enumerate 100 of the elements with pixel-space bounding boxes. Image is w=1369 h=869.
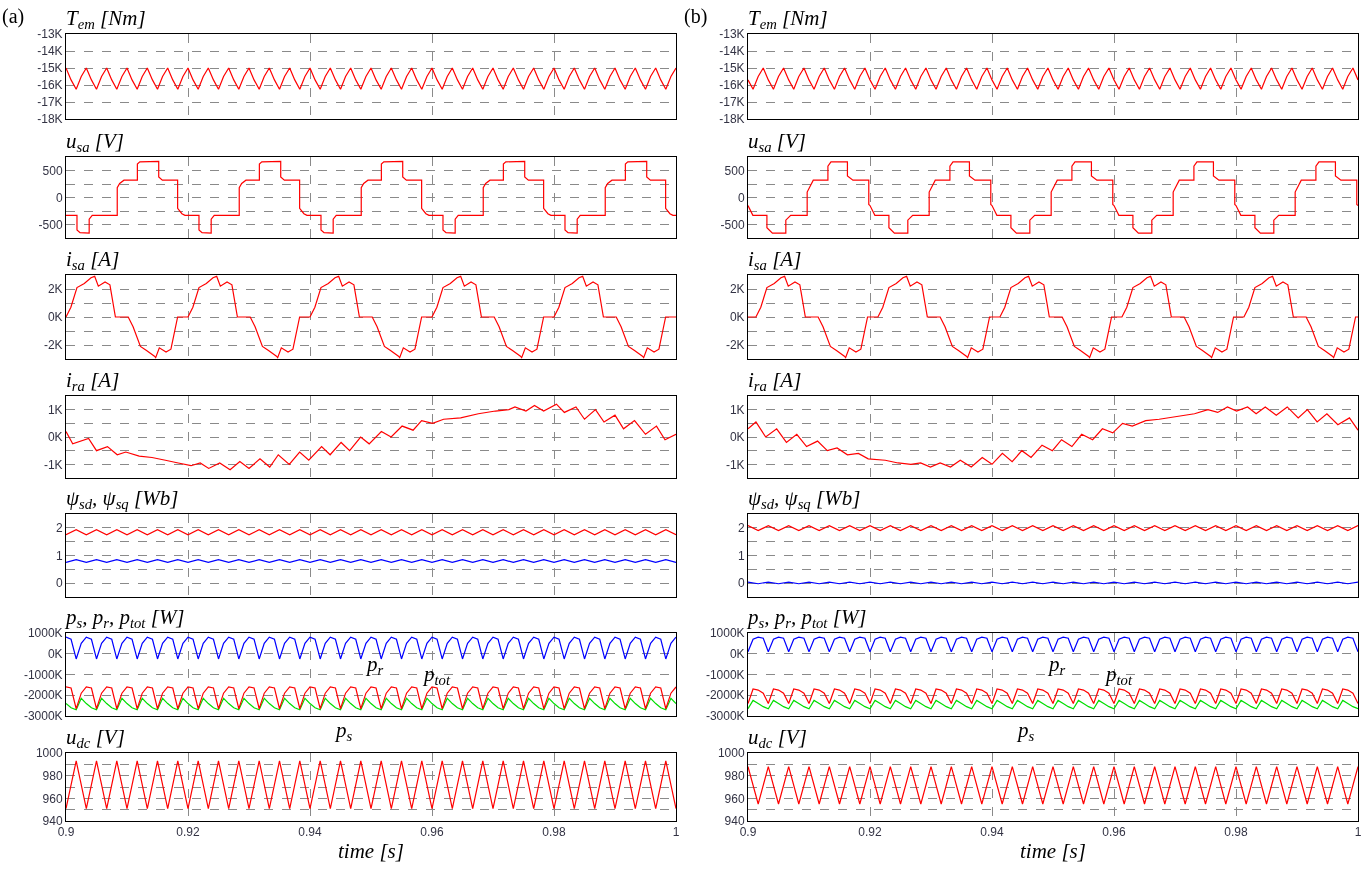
y-tick-label: 0 bbox=[737, 576, 745, 591]
chart-title: u$_{sa}$ [V] bbox=[748, 129, 806, 156]
chart-title: u$_{dc}$ [V] bbox=[748, 725, 807, 752]
y-tick-label: 980 bbox=[42, 768, 63, 783]
y-tick-label: 500 bbox=[42, 163, 63, 178]
text: p$_{s}$ bbox=[334, 718, 353, 745]
y-tick-label: 0K bbox=[47, 646, 63, 661]
line-series bbox=[66, 275, 676, 359]
text: p$_{s}$ bbox=[1016, 718, 1035, 745]
y-tick-label: -1000K bbox=[705, 667, 745, 682]
line-series bbox=[66, 403, 676, 471]
y-tick-label: 2K bbox=[729, 282, 745, 297]
y-tick-label: 1 bbox=[737, 548, 745, 563]
chart-title: T$_{em}$ [Nm] bbox=[748, 6, 828, 33]
line-series bbox=[748, 67, 1358, 90]
y-tick-label: 0K bbox=[729, 646, 745, 661]
y-tick-label: 2 bbox=[55, 521, 63, 536]
y-tick-label: -18K bbox=[719, 112, 745, 127]
line-series bbox=[66, 636, 676, 660]
text: (b) bbox=[684, 5, 708, 28]
y-tick-label: 980 bbox=[724, 768, 745, 783]
chart-title: u$_{dc}$ [V] bbox=[66, 725, 125, 752]
y-tick-label: 1000 bbox=[717, 746, 745, 761]
y-tick-label: -1K bbox=[725, 457, 745, 472]
chart-title: ψ$_{sd}$, ψ$_{sq}$ [Wb] bbox=[748, 486, 861, 513]
chart-title: i$_{ra}$ [A] bbox=[748, 368, 802, 395]
y-tick-label: 0K bbox=[729, 430, 745, 445]
y-tick-label: 0K bbox=[729, 310, 745, 325]
chart-title: u$_{sa}$ [V] bbox=[66, 129, 124, 156]
y-tick-label: -17K bbox=[37, 95, 63, 110]
x-tick-label: 0.92 bbox=[858, 825, 882, 840]
y-tick-label: 0K bbox=[47, 310, 63, 325]
x-axis-title: time [s] bbox=[338, 838, 404, 863]
line-series bbox=[66, 67, 676, 90]
x-tick-label: 1 bbox=[672, 825, 680, 840]
line-series bbox=[748, 688, 1358, 705]
y-tick-label: -13K bbox=[719, 27, 745, 42]
y-tick-label: -2K bbox=[725, 338, 745, 353]
chart-title: i$_{ra}$ [A] bbox=[66, 368, 120, 395]
chart-title: i$_{sa}$ [A] bbox=[748, 247, 802, 274]
y-tick-label: -500 bbox=[38, 217, 63, 232]
line-series bbox=[748, 636, 1358, 653]
y-tick-label: 0 bbox=[737, 190, 745, 205]
y-tick-label: -2000K bbox=[705, 688, 745, 703]
x-tick-label: 0.96 bbox=[420, 825, 444, 840]
y-tick-label: -18K bbox=[37, 112, 63, 127]
chart-title: T$_{em}$ [Nm] bbox=[66, 6, 146, 33]
y-tick-label: -15K bbox=[719, 61, 745, 76]
line-series bbox=[66, 697, 676, 711]
text: (a) bbox=[2, 5, 25, 28]
x-tick-label: 0.92 bbox=[176, 825, 200, 840]
x-tick-label: 0.9 bbox=[739, 825, 757, 840]
x-tick-label: 0.94 bbox=[980, 825, 1004, 840]
y-tick-label: -14K bbox=[37, 44, 63, 59]
annotation: p$_{tot}$ bbox=[422, 662, 451, 689]
y-tick-label: -3000K bbox=[705, 709, 745, 724]
y-tick-label: -2000K bbox=[23, 688, 63, 703]
chart-title: p$_{s}$, p$_{r}$, p$_{tot}$ [W] bbox=[746, 605, 867, 632]
y-tick-label: -17K bbox=[719, 95, 745, 110]
y-tick-label: 0K bbox=[47, 430, 63, 445]
x-tick-label: 0.98 bbox=[1224, 825, 1248, 840]
annotation: p$_{tot}$ bbox=[1104, 662, 1133, 689]
annotation: p$_{r}$ bbox=[1047, 652, 1066, 679]
y-tick-label: -3000K bbox=[23, 709, 63, 724]
y-tick-label: -500 bbox=[720, 217, 745, 232]
x-tick-label: 0.9 bbox=[57, 825, 75, 840]
y-tick-label: 2 bbox=[737, 521, 745, 536]
line-series bbox=[748, 699, 1358, 710]
annotation: p$_{r}$ bbox=[365, 652, 384, 679]
y-tick-label: 960 bbox=[42, 791, 63, 806]
y-tick-label: 1000K bbox=[709, 626, 745, 641]
x-tick-label: 0.94 bbox=[298, 825, 322, 840]
y-tick-label: -2K bbox=[43, 338, 63, 353]
y-tick-label: 1K bbox=[47, 402, 63, 417]
chart-title: i$_{sa}$ [A] bbox=[66, 247, 120, 274]
line-series bbox=[748, 161, 1358, 234]
line-series bbox=[748, 406, 1358, 468]
y-tick-label: 960 bbox=[724, 791, 745, 806]
x-tick-label: 0.98 bbox=[542, 825, 566, 840]
y-tick-label: 0 bbox=[55, 190, 63, 205]
line-series bbox=[748, 275, 1358, 359]
y-tick-label: -1000K bbox=[23, 667, 63, 682]
y-tick-label: 1000K bbox=[27, 626, 63, 641]
y-tick-label: -15K bbox=[37, 61, 63, 76]
chart-title: p$_{s}$, p$_{r}$, p$_{tot}$ [W] bbox=[64, 605, 185, 632]
y-tick-label: -1K bbox=[43, 457, 63, 472]
line-series bbox=[66, 160, 676, 234]
y-tick-label: 1K bbox=[729, 402, 745, 417]
y-tick-label: 1000 bbox=[35, 746, 63, 761]
chart-title: ψ$_{sd}$, ψ$_{sq}$ [Wb] bbox=[66, 486, 179, 513]
x-tick-label: 1 bbox=[1354, 825, 1362, 840]
y-tick-label: -16K bbox=[37, 78, 63, 93]
y-tick-label: -16K bbox=[719, 78, 745, 93]
x-axis-title: time [s] bbox=[1020, 838, 1086, 863]
y-tick-label: 2K bbox=[47, 282, 63, 297]
y-tick-label: -14K bbox=[719, 44, 745, 59]
y-tick-label: 1 bbox=[55, 548, 63, 563]
y-tick-label: -13K bbox=[37, 27, 63, 42]
y-tick-label: 0 bbox=[55, 576, 63, 591]
y-tick-label: 500 bbox=[724, 163, 745, 178]
